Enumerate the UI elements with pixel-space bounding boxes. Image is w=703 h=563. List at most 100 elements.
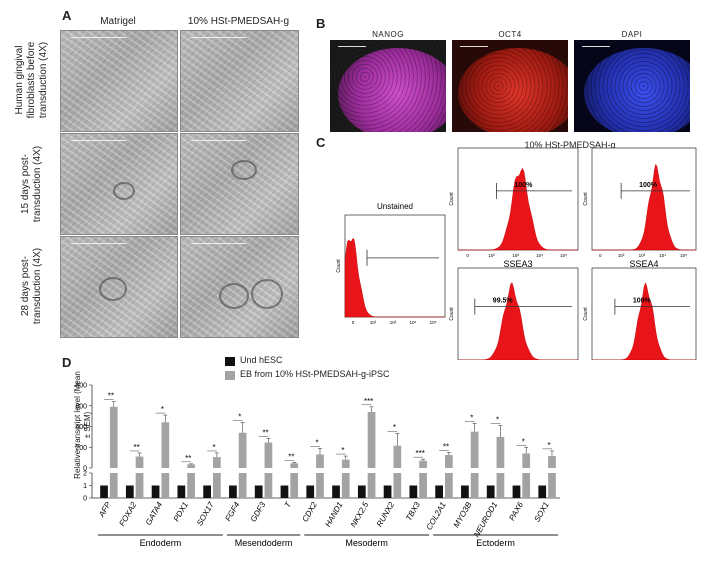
- histogram-xtick-unstained: 10²: [370, 320, 377, 325]
- bar-eb-lower-COL2A1: [445, 473, 453, 498]
- bar-und-hesc-FGF4: [229, 485, 237, 498]
- category-label-NEUROD1: NEUROD1: [472, 501, 499, 539]
- bar-eb-lower-SOX1: [548, 473, 556, 498]
- histogram-ylabel-ssea4: Count: [583, 192, 589, 206]
- bar-eb-RUNX2: [393, 445, 402, 468]
- panel-label-a: A: [62, 8, 72, 23]
- category-label-PDX1: PDX1: [172, 501, 190, 524]
- bar-und-hesc-FOXA2: [125, 485, 134, 498]
- gate-percent-tra181: 100%: [633, 298, 652, 305]
- bar-eb-COL2A1: [445, 455, 453, 468]
- column-title-pmedsah: 10% HSt-PMEDSAH-g: [187, 16, 290, 27]
- category-label-GDF3: GDF3: [249, 500, 268, 523]
- histogram-xtick-ssea4: 0: [599, 253, 602, 258]
- bar-eb-lower-SOX17: [213, 473, 221, 498]
- row-label-28-days: 28 days post-transduction (4X): [20, 247, 43, 325]
- group-label-mesoderm: Mesoderm: [345, 538, 388, 548]
- histogram-peak-tra181: [592, 282, 696, 360]
- bar-und-hesc-NKX2.5: [357, 485, 366, 498]
- significance-AFP: **: [108, 392, 114, 401]
- significance-NEUROD1: *: [496, 415, 499, 424]
- gate-percent-ssea4: 100%: [639, 182, 658, 189]
- bar-eb-lower-MYO3B: [470, 473, 479, 498]
- category-label-HAND1: HAND1: [323, 501, 344, 529]
- significance-PAX6: *: [522, 437, 525, 446]
- micrograph-pmedsah-15d: [180, 133, 299, 235]
- y-tick-label-lower: 1: [83, 483, 87, 490]
- y-tick-label-upper: 0: [83, 466, 87, 473]
- group-label-ectoderm: Ectoderm: [476, 538, 515, 548]
- significance-SOX17: *: [212, 443, 215, 452]
- bar-und-hesc-NEUROD1: [486, 485, 495, 498]
- stain-title-nanog: NANOG: [372, 30, 404, 39]
- histogram-ylabel-tra160: Count: [449, 307, 455, 321]
- flow-cytometry-histograms: Count 0 10² 10³ 10⁴ 10⁵ Unstained 100% Count 0 10²…: [336, 147, 697, 360]
- bar-eb-NEUROD1: [496, 436, 505, 468]
- bar-und-hesc-GATA4: [151, 485, 160, 498]
- significance-HAND1: *: [341, 446, 344, 455]
- significance-SOX1: *: [548, 441, 551, 450]
- bar-eb-NKX2.5: [367, 411, 376, 468]
- gate-percent-tra160: 99.5%: [493, 298, 514, 305]
- bar-eb-TBX3: [419, 460, 427, 468]
- bar-eb-lower-TBX3: [419, 473, 427, 498]
- significance-TBX3: ***: [416, 449, 425, 458]
- histogram-xtick-ssea3: 10²: [488, 253, 495, 258]
- category-label-SOX17: SOX17: [195, 500, 216, 527]
- micrograph-pmedsah-before: [180, 30, 299, 132]
- row-label-fibroblasts: Human gingival fibroblasts before transd…: [14, 41, 49, 119]
- bar-eb-lower-RUNX2: [393, 473, 402, 498]
- legend-swatch-eb: [225, 371, 235, 380]
- histogram-xtick-ssea3: 10³: [512, 253, 519, 258]
- category-label-FOXA2: FOXA2: [117, 500, 138, 528]
- histogram-xtick-unstained: 10⁴: [410, 320, 417, 325]
- significance-GDF3: **: [262, 428, 268, 437]
- histogram-xtick-unstained: 0: [352, 320, 355, 325]
- histogram-ssea3: 100% Count 0 10² 10³ 10⁴ 10⁵ SSEA3: [449, 147, 579, 269]
- histogram-unstained: Count 0 10² 10³ 10⁴ 10⁵ Unstained: [336, 202, 446, 325]
- bar-eb-CDX2: [316, 454, 324, 468]
- y-tick-label-upper: 800: [75, 383, 87, 390]
- histogram-marker-ssea3: SSEA3: [503, 259, 532, 269]
- bar-eb-lower-AFP: [109, 473, 118, 498]
- category-label-TBX3: TBX3: [404, 500, 422, 522]
- flow-title: 10% HSt-PMEDSAH-g: [524, 140, 616, 150]
- histogram-peak-unstained: [344, 238, 445, 318]
- category-label-CDX2: CDX2: [300, 500, 319, 523]
- category-label-SOX1: SOX1: [532, 501, 550, 524]
- legend-label-und-hesc: Und hESC: [240, 355, 283, 365]
- bar-eb-T: [290, 463, 299, 468]
- stain-title-oct4: OCT4: [498, 30, 522, 39]
- bar-und-hesc-PDX1: [177, 485, 186, 498]
- fluorescence-nanog: [330, 40, 446, 132]
- bar-eb-lower-FOXA2: [135, 473, 144, 498]
- bar-eb-SOX17: [213, 457, 221, 468]
- legend-swatch-und-hesc: [225, 357, 235, 366]
- bar-eb-lower-HAND1: [341, 473, 350, 498]
- fluorescence-oct4: [452, 40, 568, 132]
- bar-eb-PAX6: [522, 453, 531, 468]
- bar-eb-lower-CDX2: [316, 473, 324, 498]
- bar-und-hesc-COL2A1: [435, 485, 443, 498]
- bar-und-hesc-T: [280, 485, 289, 498]
- group-label-mesendoderm: Mesendoderm: [235, 538, 293, 548]
- group-label-endoderm: Endoderm: [140, 538, 182, 548]
- category-label-T: T: [283, 500, 294, 510]
- bar-und-hesc-AFP: [100, 485, 108, 498]
- panel-label-c: C: [316, 135, 326, 150]
- significance-NKX2.5: ***: [364, 397, 373, 406]
- category-label-RUNX2: RUNX2: [375, 500, 397, 528]
- bar-eb-FGF4: [238, 432, 247, 468]
- bar-eb-AFP: [109, 406, 118, 468]
- histogram-xtick-ssea3: 10⁵: [560, 253, 567, 258]
- category-label-COL2A1: COL2A1: [425, 501, 448, 532]
- micrograph-matrigel-28d: [60, 236, 178, 338]
- histogram-xtick-ssea4: 10⁵: [680, 253, 687, 258]
- y-tick-label-lower: 0: [83, 496, 87, 503]
- bar-und-hesc-RUNX2: [383, 485, 392, 498]
- bar-und-hesc-TBX3: [409, 485, 418, 498]
- histogram-xtick-ssea3: 10⁴: [536, 253, 543, 258]
- bar-eb-FOXA2: [135, 456, 144, 468]
- bar-eb-lower-GDF3: [264, 473, 273, 498]
- significance-RUNX2: *: [393, 423, 396, 432]
